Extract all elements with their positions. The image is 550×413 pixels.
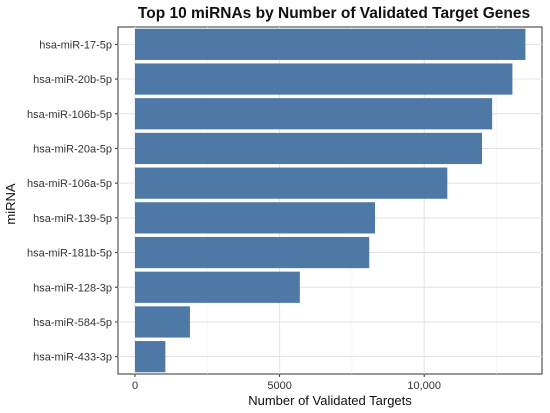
bar-hsa-miR-584-5p (135, 306, 190, 338)
y-tick-label: hsa-miR-20b-5p (33, 74, 112, 86)
y-tick-label: hsa-miR-433-3p (33, 352, 112, 364)
y-tick-label: hsa-miR-181b-5p (27, 248, 112, 260)
y-tick-labels: hsa-miR-17-5p hsa-miR-20b-5p hsa-miR-106b-… (27, 39, 118, 364)
x-tick-label: 5000 (267, 380, 291, 392)
x-tick-label: 10,000 (407, 380, 441, 392)
y-tick-label: hsa-miR-139-5p (33, 213, 112, 225)
y-tick-label: hsa-miR-20a-5p (33, 143, 112, 155)
bar-hsa-miR-106a-5p (135, 167, 448, 199)
y-tick-label: hsa-miR-17-5p (39, 39, 112, 51)
plot-panel (117, 26, 543, 375)
bars (135, 28, 526, 373)
y-axis-title: miRNA (3, 183, 18, 224)
y-tick-label: hsa-miR-106b-5p (27, 109, 112, 121)
bar-hsa-miR-20b-5p (135, 63, 513, 95)
chart-title: Top 10 miRNAs by Number of Validated Tar… (138, 5, 530, 22)
y-tick-label: hsa-miR-128-3p (33, 282, 112, 294)
x-axis-title: Number of Validated Targets (248, 393, 412, 408)
bar-hsa-miR-139-5p (135, 202, 376, 234)
bar-hsa-miR-128-3p (135, 271, 300, 303)
bar-hsa-miR-20a-5p (135, 132, 483, 165)
bar-hsa-miR-106b-5p (135, 98, 493, 130)
bar-hsa-miR-433-3p (135, 341, 166, 373)
bar-hsa-miR-17-5p (135, 28, 526, 60)
y-tick-label: hsa-miR-584-5p (33, 317, 112, 329)
bar-hsa-miR-181b-5p (135, 236, 370, 269)
x-tick-labels: 0 5000 10,000 (132, 374, 441, 392)
y-tick-label: hsa-miR-106a-5p (27, 178, 112, 190)
x-tick-label: 0 (132, 380, 138, 392)
